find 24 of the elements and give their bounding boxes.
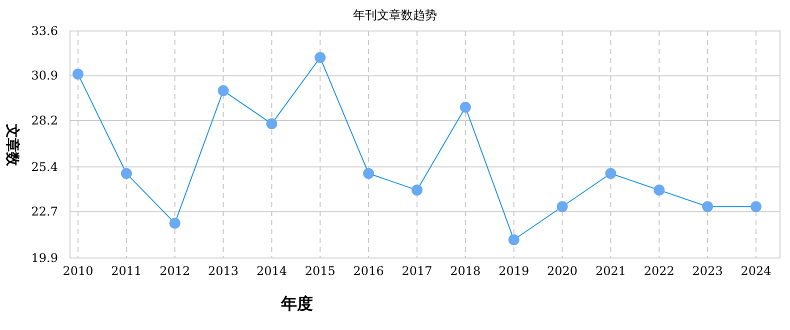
x-tick-label: 2021 bbox=[595, 264, 626, 278]
y-tick-label: 28.2 bbox=[31, 113, 58, 128]
x-tick-label: 2011 bbox=[111, 264, 142, 278]
x-tick-label: 2018 bbox=[450, 264, 481, 278]
y-axis-title: 文章数 bbox=[4, 123, 21, 167]
x-tick-label: 2010 bbox=[62, 264, 94, 278]
x-tick-label: 2023 bbox=[692, 264, 723, 278]
x-tick-label: 2015 bbox=[304, 264, 336, 278]
x-tick-label: 2012 bbox=[160, 264, 190, 278]
x-tick-label: 2013 bbox=[208, 264, 239, 278]
x-axis-title: 年度 bbox=[280, 294, 313, 313]
x-tick-label: 2022 bbox=[644, 264, 674, 278]
chart-title: 年刊文章数趋势 bbox=[353, 8, 437, 22]
y-tick-label: 25.4 bbox=[31, 160, 58, 174]
x-tick-label: 2019 bbox=[498, 264, 530, 278]
y-tick-label: 19.9 bbox=[31, 251, 58, 265]
y-tick-label: 22.7 bbox=[31, 204, 58, 219]
y-tick-label: 30.9 bbox=[31, 68, 58, 83]
x-tick-label: 2020 bbox=[547, 264, 578, 278]
x-tick-label: 2014 bbox=[256, 264, 288, 278]
x-tick-label: 2017 bbox=[402, 264, 432, 278]
y-tick-label: 33.6 bbox=[31, 24, 58, 38]
x-tick-label: 2016 bbox=[353, 264, 384, 278]
x-tick-label: 2024 bbox=[740, 264, 772, 278]
